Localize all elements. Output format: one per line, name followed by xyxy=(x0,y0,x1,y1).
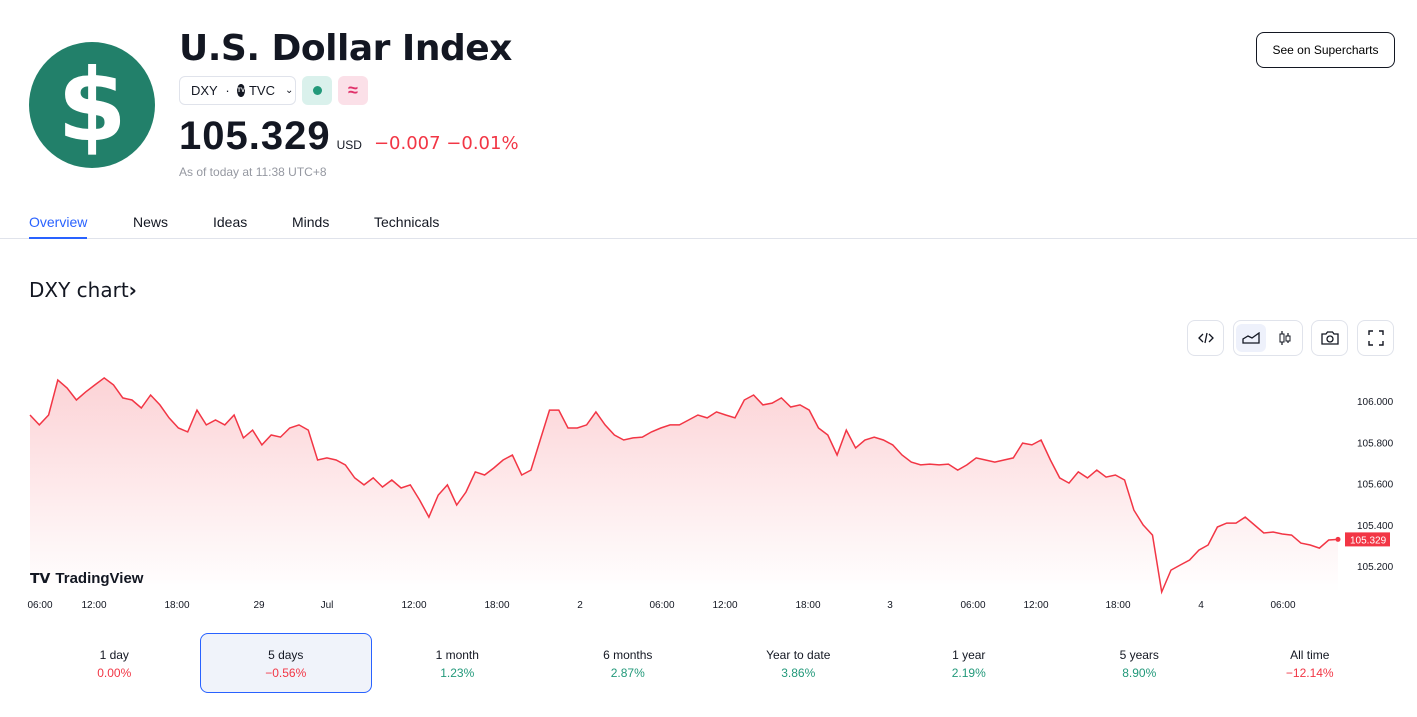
x-tick-label: 06:00 xyxy=(1270,600,1295,611)
x-tick-label: 18:00 xyxy=(1105,600,1130,611)
x-tick-label: 18:00 xyxy=(484,600,509,611)
x-tick-label: 06:00 xyxy=(960,600,985,611)
see-on-supercharts-button[interactable]: See on Supercharts xyxy=(1256,32,1395,68)
period-button-5-days[interactable]: 5 days −0.56% xyxy=(199,633,372,693)
symbol: DXY xyxy=(191,83,218,98)
x-tick-label: 4 xyxy=(1198,600,1204,611)
exchange: TVC xyxy=(248,83,275,98)
x-tick-label: 06:00 xyxy=(649,600,674,611)
period-change: 1.23% xyxy=(440,666,475,680)
candles-icon xyxy=(1279,331,1291,345)
period-button-1-year[interactable]: 1 year 2.19% xyxy=(884,633,1055,693)
page-title: U.S. Dollar Index xyxy=(179,28,512,69)
y-tick-label: 105.400 xyxy=(1357,521,1394,532)
period-label: 1 year xyxy=(952,648,986,662)
period-label: 1 month xyxy=(435,648,479,662)
tab-bar: Overview News Ideas Minds Technicals xyxy=(0,206,1417,239)
period-change: 2.19% xyxy=(951,666,986,680)
chart-title: DXY chart xyxy=(29,278,129,302)
tab-minds[interactable]: Minds xyxy=(292,214,330,230)
x-tick-label: 18:00 xyxy=(164,600,189,611)
tradingview-watermark: 𝗧𝗩 TradingView xyxy=(30,570,143,587)
period-button-1-day[interactable]: 1 day 0.00% xyxy=(29,633,200,693)
tab-ideas[interactable]: Ideas xyxy=(213,214,248,230)
embed-button[interactable] xyxy=(1187,320,1224,356)
change-pct: −0.01% xyxy=(446,133,519,154)
y-tick-label: 105.200 xyxy=(1357,562,1394,573)
y-tick-label: 105.600 xyxy=(1357,480,1394,491)
last-value-label: 105.329 xyxy=(1350,535,1387,546)
chevron-down-icon: ⌄ xyxy=(284,85,294,96)
tradingview-logo-icon: 𝗧𝗩 xyxy=(30,570,51,586)
x-tick-label: 06:00 xyxy=(27,600,52,611)
chart-style-toggle xyxy=(1233,320,1303,356)
period-label: All time xyxy=(1290,648,1330,662)
fullscreen-icon xyxy=(1367,330,1384,346)
chevron-right-icon: › xyxy=(128,278,137,302)
dot-icon xyxy=(312,86,322,95)
period-change: 8.90% xyxy=(1122,666,1157,680)
x-tick-label: 3 xyxy=(887,600,893,611)
period-change: −0.56% xyxy=(265,666,307,680)
period-button-5-years[interactable]: 5 years 8.90% xyxy=(1054,633,1225,693)
market-status-badge[interactable] xyxy=(302,76,332,105)
period-change: 0.00% xyxy=(97,666,132,680)
period-change: 2.87% xyxy=(610,666,645,680)
last-point xyxy=(1335,536,1341,542)
change-abs: −0.007 xyxy=(373,133,441,154)
price-line xyxy=(29,376,1339,595)
price-row: 105.329 USD −0.007 −0.01% xyxy=(179,114,519,159)
separator-dot: · xyxy=(221,83,234,98)
period-change: −12.14% xyxy=(1285,666,1334,680)
x-tick-label: 12:00 xyxy=(1023,600,1048,611)
tab-news[interactable]: News xyxy=(133,214,169,230)
period-button-1-month[interactable]: 1 month 1.23% xyxy=(372,633,543,693)
x-tick-label: 12:00 xyxy=(401,600,426,611)
period-label: 5 days xyxy=(268,648,304,662)
period-label: 5 years xyxy=(1119,648,1159,662)
period-button-6-months[interactable]: 6 months 2.87% xyxy=(543,633,714,693)
currency: USD xyxy=(336,138,362,152)
camera-icon xyxy=(1320,331,1339,345)
period-button-year-to-date[interactable]: Year to date 3.86% xyxy=(713,633,884,693)
as-of-timestamp: As of today at 11:38 UTC+8 xyxy=(179,165,327,179)
embed-icon xyxy=(1197,332,1214,344)
period-change: 3.86% xyxy=(781,666,816,680)
exchange-logo-icon: TV xyxy=(237,84,245,97)
x-tick-label: 12:00 xyxy=(712,600,737,611)
period-label: Year to date xyxy=(766,648,831,662)
approx-icon: ≈ xyxy=(348,80,358,100)
period-label: 1 day xyxy=(99,648,129,662)
last-price: 105.329 xyxy=(179,114,331,158)
watermark-text: TradingView xyxy=(55,570,144,587)
chart-title-link[interactable]: DXY chart› xyxy=(29,278,137,302)
x-tick-label: 29 xyxy=(253,600,265,611)
y-tick-label: 105.800 xyxy=(1357,438,1394,449)
x-tick-label: 2 xyxy=(577,600,583,611)
dollar-logo: $ xyxy=(29,42,155,168)
snapshot-button[interactable] xyxy=(1311,320,1348,356)
approx-data-badge[interactable]: ≈ xyxy=(338,76,368,105)
price-chart[interactable]: 106.000 105.800 105.600 105.400 105.200 105.3… xyxy=(0,360,1417,620)
tab-technicals[interactable]: Technicals xyxy=(374,214,440,230)
tab-overview[interactable]: Overview xyxy=(29,214,88,239)
price-change: −0.007 −0.01% xyxy=(374,133,519,154)
period-button-all-time[interactable]: All time −12.14% xyxy=(1225,633,1396,693)
area-fill xyxy=(30,377,1338,592)
last-value-tag xyxy=(1345,532,1390,547)
y-tick-label: 106.000 xyxy=(1357,397,1394,408)
period-label: 6 months xyxy=(603,648,653,662)
area-chart-icon xyxy=(1242,332,1260,344)
x-tick-label: Jul xyxy=(321,600,334,611)
symbol-exchange-dropdown[interactable]: DXY · TV TVC ⌄ xyxy=(179,76,296,105)
period-selector: 1 day 0.00% 5 days −0.56% 1 month 1.23% 6 mont… xyxy=(29,633,1395,693)
x-tick-label: 18:00 xyxy=(795,600,820,611)
area-chart-button[interactable] xyxy=(1236,324,1266,352)
x-tick-label: 12:00 xyxy=(81,600,106,611)
fullscreen-button[interactable] xyxy=(1357,320,1394,356)
candles-button[interactable] xyxy=(1270,324,1300,352)
